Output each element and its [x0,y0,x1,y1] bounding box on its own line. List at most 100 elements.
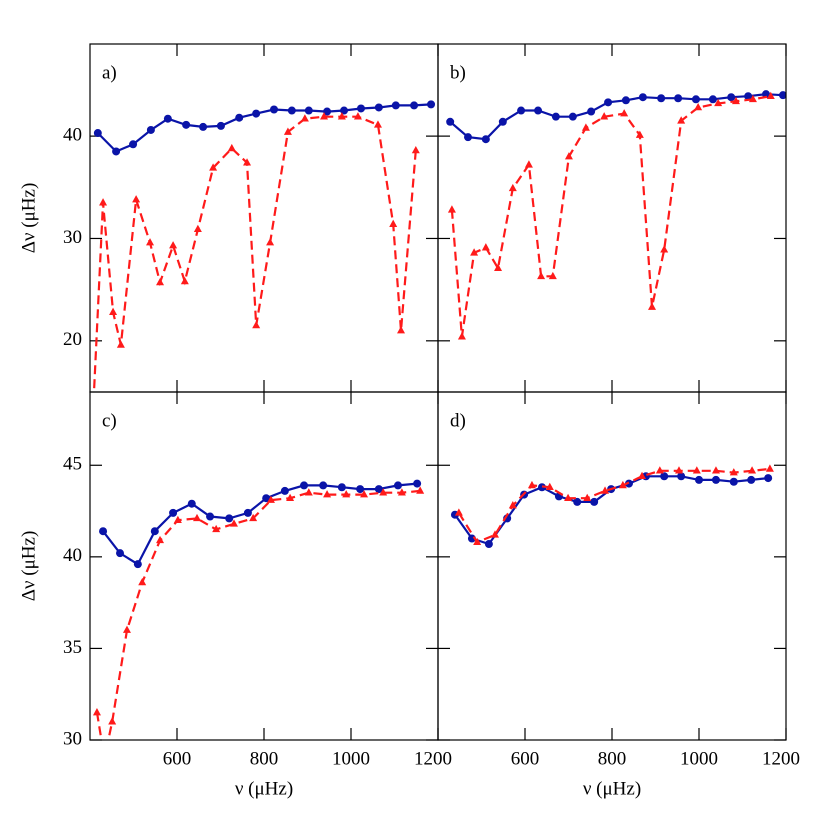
point [744,92,753,101]
point [691,95,700,104]
point [146,125,155,134]
series-line [92,115,417,392]
point [283,127,292,135]
point [498,117,507,126]
point [638,471,647,480]
point [564,493,573,502]
x-tick-label: 600 [163,748,192,769]
point [397,326,406,334]
point [490,530,499,538]
point [564,152,573,160]
point [638,93,647,102]
point [229,519,238,527]
point [216,121,225,130]
point [252,109,261,118]
y-axis-label: Δν (μHz) [18,531,39,602]
point [727,93,736,102]
point [587,107,596,116]
x-axis-label: ν (μHz) [235,778,293,799]
point [708,95,717,104]
point [280,486,289,495]
x-tick-label: 600 [511,748,540,769]
point [761,90,770,99]
point [534,106,543,115]
point [129,140,138,149]
x-tick-label: 1000 [332,748,370,769]
point [551,112,560,121]
panel: 600 800 1000 1200 d) ν (μHz) [437,391,800,799]
point [374,485,383,494]
point [92,708,101,716]
point [243,158,252,166]
point [193,513,202,522]
point [323,490,332,498]
point [287,106,296,115]
point [163,114,172,123]
point [108,717,117,725]
x-tick-label: 800 [598,748,627,769]
point [410,101,419,110]
point [573,497,582,506]
point [748,94,757,103]
point [337,483,346,492]
frame [89,391,439,741]
point [389,219,398,227]
point [583,493,592,502]
point [601,486,610,494]
point [206,512,215,521]
point [323,107,332,116]
panel-label: c) [102,410,117,431]
point [600,112,609,120]
point [116,340,125,348]
panel-label: b) [450,62,466,83]
point [711,466,720,474]
point [416,486,425,494]
panel-label: d) [450,410,466,431]
point [112,147,121,156]
y-tick-label: 40 [63,545,82,566]
point [132,195,141,203]
panel: 600 800 1000 1200 30 35 40 45 c) Δν (μHz) ν (μHz) [18,391,452,799]
frame [437,391,787,741]
plot-area [450,464,774,549]
point [731,96,740,105]
point [764,474,773,483]
point [300,481,309,490]
x-tick-label: 1000 [680,748,718,769]
point [300,114,309,122]
series-line [95,489,421,740]
point [360,490,369,498]
point [262,494,271,503]
x-axis-label: ν (μHz) [583,778,641,799]
point [524,160,533,168]
point [473,537,482,545]
point [373,120,382,128]
y-tick-label: 45 [63,454,82,475]
point [695,475,703,484]
point [527,480,536,489]
point [199,122,208,131]
point [677,472,686,481]
point [674,94,683,103]
point [508,183,517,192]
point [252,320,261,329]
point [286,493,295,502]
point [304,488,313,496]
point [379,488,388,496]
y-tick-label: 35 [63,637,82,658]
point [590,497,599,506]
point [657,94,666,103]
point [470,248,479,256]
point [342,490,351,498]
point [447,205,456,213]
point [243,508,252,517]
point [180,276,189,285]
y-axis-label: Δν (μHz) [18,183,39,254]
point [537,271,546,280]
point [454,508,463,516]
point [227,143,236,152]
point [337,112,346,120]
point [225,514,234,523]
plot-area [92,479,425,740]
